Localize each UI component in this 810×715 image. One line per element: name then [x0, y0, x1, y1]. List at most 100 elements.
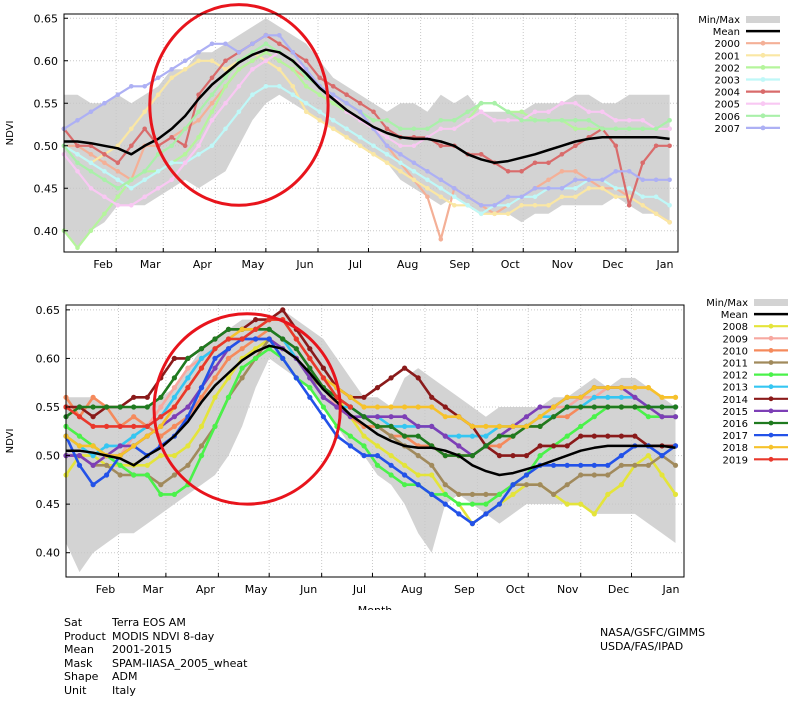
legend-marker-2010: [768, 348, 774, 353]
data-point-2014: [496, 453, 502, 459]
data-point-2019: [76, 414, 83, 420]
data-point-2003: [465, 203, 471, 208]
data-point-2014: [361, 394, 367, 400]
data-point-2003: [330, 118, 336, 123]
data-point-2017: [483, 511, 489, 517]
data-point-2001: [371, 152, 376, 157]
data-point-2006: [640, 126, 645, 132]
data-point-2001: [559, 194, 565, 200]
data-point-2016: [280, 336, 286, 342]
data-point-2003: [75, 152, 80, 157]
data-point-2002: [303, 84, 309, 89]
data-point-2014: [632, 433, 638, 439]
data-point-2004: [667, 143, 672, 149]
data-point-2011: [239, 375, 245, 381]
data-point-2002: [586, 126, 592, 132]
metadata-block: Sat Terra EOS AM Product MODIS NDVI 8-da…: [64, 616, 247, 697]
legend-label-2014: 2014: [723, 395, 748, 406]
x-tick-label: Apr: [196, 583, 216, 596]
data-point-2018: [456, 414, 462, 420]
data-point-2011: [632, 462, 638, 468]
data-point-2018: [551, 404, 557, 410]
data-point-2016: [388, 423, 394, 429]
data-point-2005: [626, 118, 632, 123]
data-point-2018: [90, 443, 96, 449]
data-point-2017: [104, 472, 110, 478]
data-point-2001: [600, 186, 605, 191]
data-point-2016: [415, 433, 421, 439]
legend-label-Mean: Mean: [713, 27, 740, 38]
data-point-2010: [564, 414, 570, 420]
data-point-2007: [600, 177, 605, 183]
x-tick-label: Nov: [552, 258, 574, 271]
data-point-2002: [519, 109, 524, 115]
data-point-2016: [171, 375, 177, 381]
data-point-2019: [307, 355, 313, 361]
data-point-2018: [645, 385, 652, 391]
data-point-2016: [645, 404, 652, 410]
data-point-2015: [320, 394, 326, 400]
data-point-2019: [198, 365, 205, 371]
data-point-2005: [573, 100, 578, 106]
data-point-2006: [223, 75, 228, 81]
data-point-2011: [564, 482, 570, 488]
series-line-2005: [63, 51, 670, 207]
legend-label-2012: 2012: [723, 371, 748, 382]
data-point-2002: [182, 152, 188, 157]
data-point-2018: [591, 385, 597, 391]
data-point-2001: [613, 194, 619, 200]
data-point-2018: [537, 414, 543, 420]
data-point-2007: [384, 143, 390, 149]
data-point-2006: [478, 100, 484, 106]
data-point-2001: [196, 58, 201, 64]
data-point-2000: [546, 177, 551, 183]
legend-label-2008: 2008: [723, 322, 748, 333]
metadata-key: Mask: [64, 656, 93, 670]
data-point-2015: [415, 423, 421, 429]
data-point-2001: [653, 211, 659, 217]
data-point-2002: [236, 67, 242, 72]
series-line-mean: [66, 344, 676, 477]
data-point-2017: [605, 462, 611, 468]
data-point-2011: [117, 472, 123, 478]
data-point-2017: [266, 336, 272, 342]
data-point-2018: [632, 385, 638, 391]
data-point-2002: [209, 109, 215, 115]
data-point-2004: [277, 41, 282, 47]
data-point-2001: [277, 67, 282, 72]
data-point-2000: [438, 237, 444, 242]
data-point-2004: [505, 169, 511, 174]
data-point-2011: [442, 482, 448, 488]
data-point-2007: [330, 92, 336, 97]
data-point-2006: [142, 169, 147, 174]
data-point-2012: [158, 491, 164, 497]
data-point-2005: [250, 67, 255, 72]
data-point-2008: [402, 462, 408, 468]
data-point-2016: [198, 346, 205, 352]
data-point-2015: [374, 414, 381, 420]
data-point-2011: [158, 482, 164, 488]
legend-label-2010: 2010: [723, 346, 748, 357]
y-tick-label: 0.65: [36, 304, 61, 317]
data-point-2009: [171, 385, 177, 391]
data-point-2004: [115, 160, 121, 166]
data-point-2014: [578, 433, 584, 439]
data-point-2010: [225, 355, 232, 361]
data-point-2011: [672, 462, 679, 468]
data-point-2019: [90, 423, 96, 429]
data-point-2014: [90, 414, 96, 420]
data-point-2001: [303, 109, 309, 115]
data-point-2016: [402, 433, 408, 439]
data-point-2005: [398, 143, 403, 149]
data-point-2003: [115, 177, 121, 183]
data-point-2005: [75, 169, 80, 174]
data-point-2015: [212, 365, 218, 371]
data-point-2005: [384, 135, 390, 140]
data-point-2019: [117, 423, 123, 429]
data-point-2017: [591, 462, 597, 468]
series-line-2019: [65, 318, 352, 428]
legend-label-Min/Max: Min/Max: [698, 15, 740, 26]
data-point-2003: [196, 152, 201, 157]
data-point-2018: [429, 404, 435, 410]
